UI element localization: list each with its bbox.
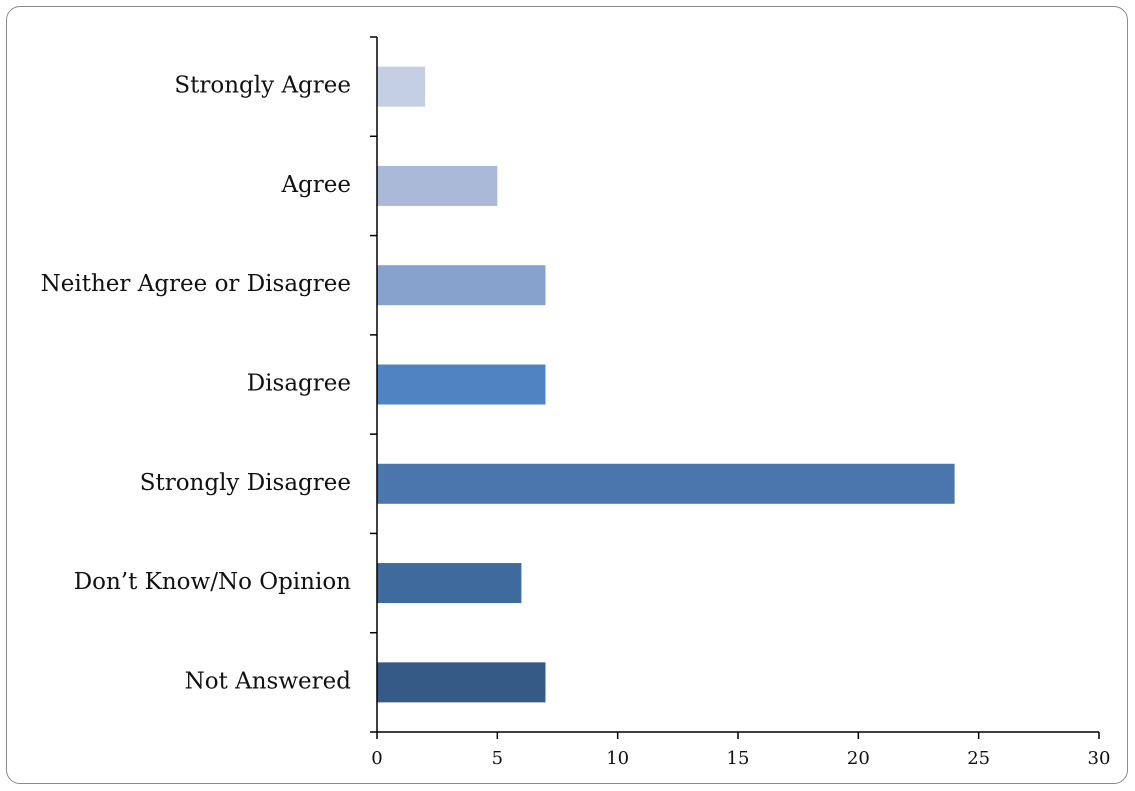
category-label-not-answered: Not Answered — [185, 668, 352, 694]
category-label-neither-agree-or-disagree: Neither Agree or Disagree — [41, 271, 351, 297]
bar-agree — [377, 165, 498, 206]
x-tick-label: 5 — [492, 748, 503, 769]
category-labels-group: Strongly Agree Agree Neither Agree or Disa… — [41, 73, 352, 695]
x-tick-label: 0 — [371, 748, 382, 769]
bar-disagree — [377, 364, 546, 405]
bar-strongly-disagree — [377, 463, 955, 504]
x-tick-label: 30 — [1088, 748, 1111, 769]
category-label-don-t-know-no-opinion: Don’t Know/No Opinion — [74, 569, 351, 595]
category-label-strongly-disagree: Strongly Disagree — [140, 470, 351, 496]
chart-frame — [6, 6, 1128, 784]
x-tick-label: 15 — [727, 748, 750, 769]
x-tick-label: 20 — [847, 748, 870, 769]
bar-don-t-know-no-opinion — [377, 563, 522, 604]
category-label-agree: Agree — [280, 172, 351, 198]
axes-group — [370, 36, 1100, 739]
bar-neither-agree-or-disagree — [377, 265, 546, 306]
bars-group — [377, 66, 955, 703]
x-tick-label: 10 — [606, 748, 629, 769]
x-tick-label: 25 — [967, 748, 990, 769]
x-tick-labels-group: 0 5 10 15 20 25 30 — [371, 748, 1110, 769]
category-label-disagree: Disagree — [247, 371, 351, 397]
category-label-strongly-agree: Strongly Agree — [174, 73, 351, 99]
bar-not-answered — [377, 662, 546, 703]
bar-strongly-agree — [377, 66, 426, 107]
